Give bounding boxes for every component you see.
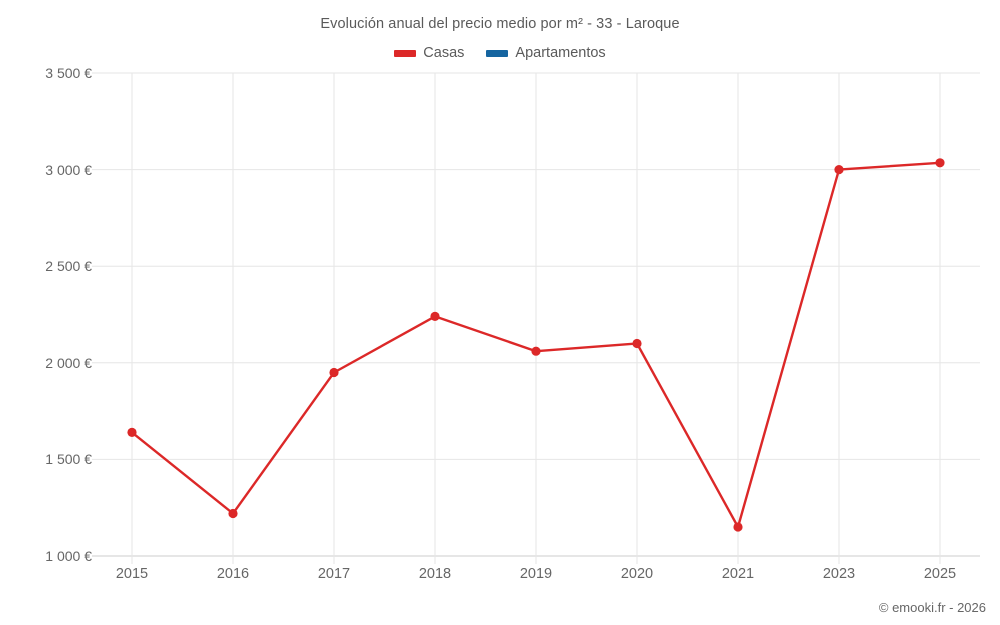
legend-label-casas: Casas — [423, 45, 465, 61]
y-axis-tick-label: 3 000 € — [45, 161, 92, 178]
y-axis-tick-label: 1 000 € — [45, 548, 92, 564]
data-point-marker[interactable] — [228, 508, 238, 519]
x-axis-tick-label: 2025 — [923, 566, 957, 582]
chart-title: Evolución anual del precio medio por m² … — [320, 16, 680, 32]
y-axis-tick-label: 3 500 € — [45, 65, 92, 81]
legend-item-apartamentos[interactable]: Apartamentos — [486, 45, 606, 61]
y-axis-tick-label: 1 500 € — [45, 451, 92, 468]
x-axis-tick-label: 2018 — [418, 566, 452, 582]
x-axis-tick-label: 2019 — [519, 566, 553, 582]
y-axis-tick-labels: 1 000 € 1 500 € 2 000 € 2 500 € 3 000 € 3 500… — [0, 0, 92, 625]
x-axis-tick-label: 2021 — [721, 566, 755, 582]
copyright-credit: © emooki.fr - 2026 — [878, 600, 986, 615]
data-point-marker[interactable] — [733, 522, 743, 532]
legend-item-casas[interactable]: Casas — [394, 45, 464, 61]
data-point-marker[interactable] — [834, 165, 844, 175]
legend-label-apartamentos: Apartamentos — [515, 45, 606, 61]
x-axis-tick-label: 2016 — [216, 566, 250, 582]
x-axis-tick-label: 2017 — [317, 566, 351, 582]
x-axis-tick-label: 2020 — [620, 566, 654, 582]
legend-swatch-apartamentos — [486, 49, 509, 57]
legend-swatch-casas — [394, 49, 417, 57]
chart-legend: Casas Apartamentos — [0, 45, 1000, 61]
data-point-marker[interactable] — [935, 158, 945, 168]
data-point-marker[interactable] — [430, 311, 440, 321]
vertical-gridlines — [131, 73, 941, 564]
y-axis-tick-label: 2 000 € — [45, 354, 92, 371]
data-series-layer — [127, 158, 945, 532]
data-point-marker[interactable] — [329, 367, 339, 378]
data-point-marker[interactable] — [531, 346, 541, 356]
data-point-marker[interactable] — [632, 338, 642, 349]
x-axis-tick-label: 2015 — [115, 566, 149, 582]
x-axis-tick-label: 2023 — [822, 566, 856, 582]
data-point-marker[interactable] — [127, 427, 137, 437]
y-axis-tick-label: 2 500 € — [45, 258, 92, 275]
